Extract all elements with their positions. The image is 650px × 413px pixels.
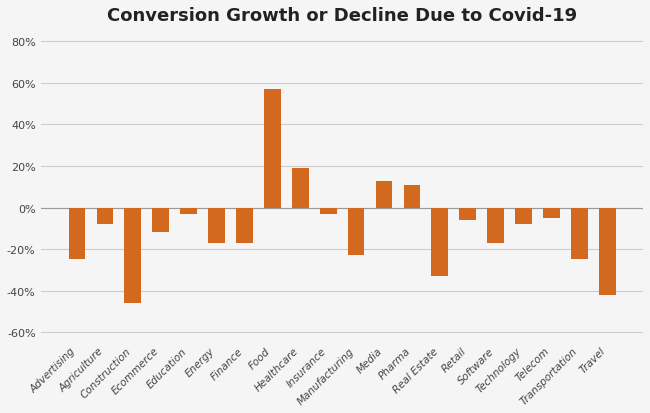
Bar [376,181,393,208]
Bar [599,208,616,295]
Title: Conversion Growth or Decline Due to Covid-19: Conversion Growth or Decline Due to Covi… [107,7,577,25]
Bar [180,208,197,214]
Bar [515,208,532,225]
Bar [96,208,113,225]
Bar [404,185,421,208]
Bar [543,208,560,218]
Bar [208,208,225,243]
Bar [348,208,365,256]
Bar [264,90,281,208]
Bar [292,169,309,208]
Bar [124,208,141,303]
Bar [236,208,253,243]
Bar [488,208,504,243]
Bar [460,208,476,221]
Bar [152,208,169,233]
Bar [432,208,448,276]
Bar [571,208,588,260]
Bar [320,208,337,214]
Bar [69,208,85,260]
